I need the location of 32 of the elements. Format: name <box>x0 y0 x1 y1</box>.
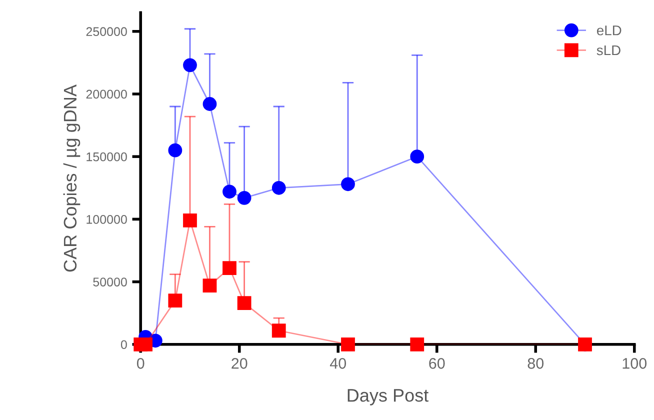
x-tick-label: 80 <box>528 358 544 369</box>
point <box>183 214 197 228</box>
y-tick-label: 0 <box>120 340 127 350</box>
x-tick-label: 20 <box>232 358 248 369</box>
y-tick-label: 150000 <box>86 152 127 162</box>
point <box>341 177 355 192</box>
y-tick-label: 100000 <box>86 214 127 224</box>
point <box>183 58 197 72</box>
point <box>410 150 424 164</box>
point <box>202 278 217 292</box>
point <box>237 296 252 310</box>
legend-label: sLD <box>596 46 620 56</box>
point <box>272 324 286 338</box>
x-tick-label: 60 <box>429 358 445 369</box>
point <box>237 190 252 205</box>
x-tick-label: 40 <box>330 358 346 369</box>
point <box>341 337 355 352</box>
x-axis-title: Days Post <box>348 389 429 406</box>
y-tick-label: 50000 <box>93 278 127 286</box>
x-tick-label: 100 <box>622 358 647 369</box>
x-tick-label: 0 <box>136 358 144 369</box>
point <box>222 261 236 275</box>
y-tick-label: 200000 <box>86 90 127 99</box>
y-axis-title: CAR Copies / µg gDNA <box>63 84 80 272</box>
point <box>410 337 424 352</box>
point <box>202 97 217 111</box>
legend-label: eLD <box>596 26 622 36</box>
point <box>168 294 182 308</box>
y-tick-label: 250000 <box>86 27 127 36</box>
point <box>168 143 182 158</box>
point <box>272 180 286 195</box>
point <box>222 184 236 199</box>
